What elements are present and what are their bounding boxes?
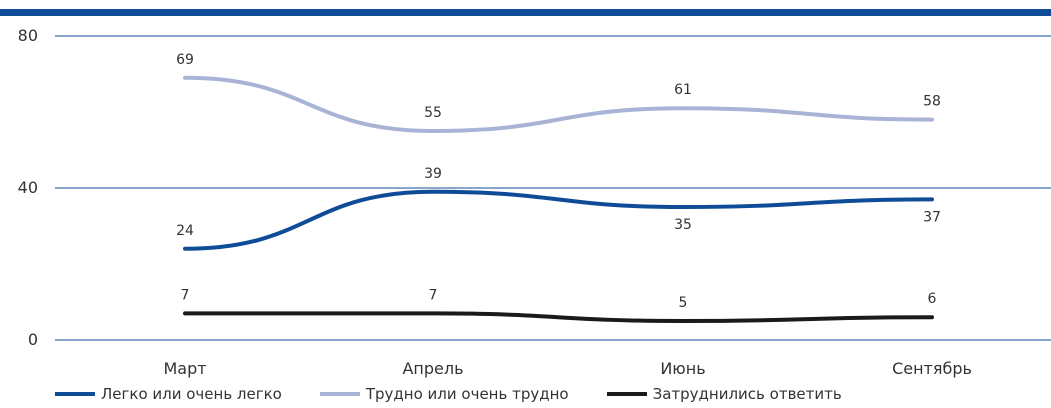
x-tick-label: Сентябрь xyxy=(892,359,972,378)
y-tick-label: 0 xyxy=(28,330,38,349)
legend-item-hard: Трудно или очень трудно xyxy=(319,385,569,403)
x-tick-label: Апрель xyxy=(402,359,463,378)
legend-label-hard: Трудно или очень трудно xyxy=(365,385,569,403)
data-label: 6 xyxy=(928,291,937,307)
y-tick-label: 40 xyxy=(18,178,38,197)
data-label: 7 xyxy=(181,287,190,303)
data-label: 24 xyxy=(176,223,194,239)
data-label: 39 xyxy=(424,166,442,182)
data-label: 55 xyxy=(424,105,442,121)
top-accent-bar xyxy=(0,9,1051,16)
legend-item-easy: Легко или очень легко xyxy=(55,385,282,403)
data-label: 5 xyxy=(679,295,688,311)
legend-label-easy: Легко или очень легко xyxy=(101,385,282,403)
x-tick-label: Март xyxy=(163,359,206,378)
legend: Легко или очень легко Трудно или очень т… xyxy=(55,385,880,403)
data-label: 37 xyxy=(923,209,941,225)
data-label: 35 xyxy=(674,217,692,233)
series-line-0 xyxy=(183,189,934,251)
data-label: 58 xyxy=(923,94,941,110)
legend-item-undecided: Затруднились ответить xyxy=(606,385,842,403)
grid-layer: 0 40 80 xyxy=(18,26,1051,349)
legend-swatch-undecided xyxy=(606,392,647,396)
data-label: 69 xyxy=(176,52,194,68)
data-label: 61 xyxy=(674,82,692,98)
legend-swatch-hard xyxy=(319,392,360,396)
legend-label-undecided: Затруднились ответить xyxy=(652,385,842,403)
series-line-1 xyxy=(183,75,934,134)
x-tick-label: Июнь xyxy=(660,359,705,378)
series-line-2 xyxy=(183,311,934,324)
legend-swatch-easy xyxy=(55,392,95,396)
series-layer xyxy=(183,75,934,324)
label-layer: Март Апрель Июнь Сентябрь 24 39 35 37 69 55 61 58 7 7… xyxy=(163,52,971,378)
y-tick-label: 80 xyxy=(18,26,38,45)
data-label: 7 xyxy=(429,287,438,303)
